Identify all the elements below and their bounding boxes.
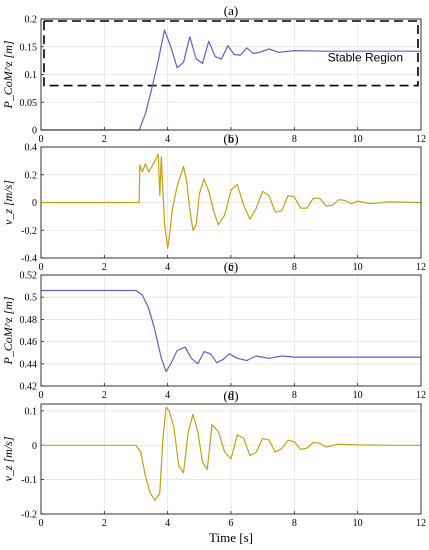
y-tick-label: 0	[32, 126, 37, 137]
x-tick-label: 10	[353, 262, 363, 273]
panel-title: (b)	[223, 131, 238, 146]
panel-2: 0 2 4 6 8 10 12 0.42 0.44 0.46 0.48 0.5 0.52 (c) P_CoM…	[1, 259, 426, 401]
x-tick-label: 4	[165, 518, 170, 529]
y-tick-label: 0	[32, 441, 37, 452]
axes-frame	[40, 403, 422, 515]
series-line	[41, 153, 422, 249]
y-tick-label: -0.2	[21, 510, 37, 521]
panel-title: (a)	[224, 3, 238, 18]
x-tick-label: 8	[292, 518, 297, 529]
y-tick-label: 0.05	[20, 98, 38, 109]
x-tick-label: 0	[39, 390, 44, 401]
x-tick-label: 10	[353, 518, 363, 529]
x-tick-label: 4	[165, 390, 170, 401]
stable-region-box	[43, 20, 419, 87]
axes-frame	[40, 146, 422, 259]
y-tick-label: 0.46	[20, 337, 38, 348]
x-tick-label: 8	[292, 262, 297, 273]
y-tick-label: 0.2	[25, 170, 38, 181]
x-tick-label: 2	[102, 134, 107, 145]
x-tick-label: 12	[416, 262, 426, 273]
x-tick-label: 6	[229, 262, 234, 273]
y-axis-label: v_z [m/s]	[1, 180, 15, 225]
x-tick-label: 12	[416, 390, 426, 401]
x-tick-label: 12	[416, 518, 426, 529]
x-tick-label: 6	[229, 134, 234, 145]
x-tick-label: 4	[165, 134, 170, 145]
axes-frame	[40, 18, 422, 131]
x-tick-label: 4	[165, 262, 170, 273]
y-tick-label: -0.2	[21, 226, 37, 237]
series-line	[41, 406, 421, 501]
x-tick-label: 12	[416, 134, 426, 145]
y-tick-label: 0.42	[20, 382, 38, 393]
panel-title: (c)	[224, 259, 238, 274]
y-tick-label: 0.44	[20, 359, 38, 370]
y-tick-label: 0.5	[25, 293, 38, 304]
y-tick-label: 0	[32, 198, 37, 209]
x-tick-label: 6	[229, 518, 234, 529]
y-tick-label: 0.1	[25, 70, 38, 81]
x-tick-label: 8	[292, 134, 297, 145]
x-tick-label: 2	[102, 262, 107, 273]
series-line	[41, 289, 421, 373]
x-tick-label: 10	[353, 134, 363, 145]
x-tick-label: 2	[102, 518, 107, 529]
y-tick-label: 0.4	[25, 143, 38, 154]
x-tick-label: 2	[102, 390, 107, 401]
x-axis-label: Time [s]	[209, 530, 253, 545]
y-tick-label: 0.52	[20, 271, 38, 282]
y-tick-label: 0.48	[20, 315, 38, 326]
series-line	[41, 29, 421, 131]
x-tick-label: 0	[39, 262, 44, 273]
y-axis-label: v_z [m/s]	[1, 436, 15, 481]
x-tick-label: 0	[39, 134, 44, 145]
y-tick-label: 0.15	[20, 42, 38, 53]
stable-region-label: Stable Region	[328, 50, 403, 64]
y-tick-label: -0.4	[21, 254, 37, 265]
x-tick-label: 8	[292, 390, 297, 401]
y-tick-label: 0.2	[25, 15, 38, 26]
y-axis-label: P_CoM^z [m]	[1, 40, 15, 109]
x-tick-label: 10	[353, 390, 363, 401]
x-tick-label: 6	[229, 390, 234, 401]
panel-title: (d)	[223, 388, 238, 403]
panel-1: 0 2 4 6 8 10 12 -0.4 -0.2 0 0.2 0.4 (b) v_z [m/s]	[1, 131, 426, 273]
panel-0: 0 2 4 6 8 10 12 0 0.05 0.1 0.15 0.2 Stable Region (a)…	[1, 3, 426, 145]
panel-3: 0 2 4 6 8 10 12-0.2-0.100.1(d)v_z [m/s]Time [s…	[1, 388, 426, 545]
x-tick-label: 0	[39, 518, 44, 529]
y-tick-label: -0.1	[21, 475, 37, 486]
y-tick-label: 0.1	[25, 406, 38, 417]
axes-frame	[40, 274, 422, 387]
y-axis-label: P_CoM^z [m]	[1, 296, 15, 365]
